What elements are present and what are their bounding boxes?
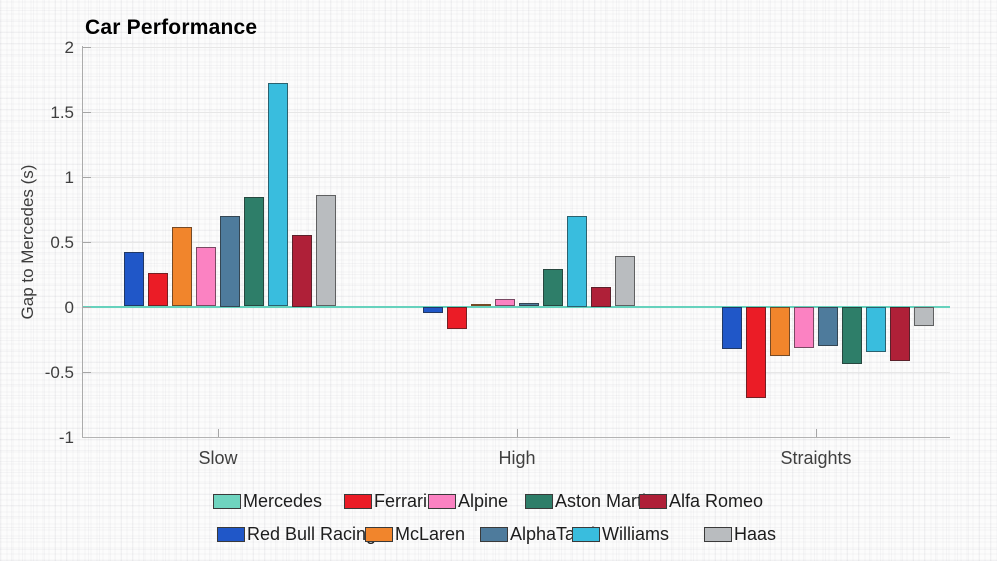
legend-swatch-icon <box>572 527 600 542</box>
bar-alphatauri[interactable] <box>818 306 838 346</box>
y-axis-tick <box>82 306 91 308</box>
bar-williams[interactable] <box>567 215 587 307</box>
bar-alfa-romeo[interactable] <box>890 306 910 362</box>
legend-item-ferrari[interactable]: Ferrari <box>344 491 427 512</box>
legend-label: Mercedes <box>243 491 323 511</box>
x-axis-line <box>82 437 950 438</box>
y-axis-line <box>82 46 83 437</box>
bar-red-bull-racing[interactable] <box>423 306 443 313</box>
bar-williams[interactable] <box>866 306 886 352</box>
bar-alpine[interactable] <box>794 306 814 349</box>
y-axis-tick <box>82 241 91 243</box>
bar-haas[interactable] <box>615 255 635 307</box>
y-axis-tick <box>82 46 91 48</box>
legend-item-alpine[interactable]: Alpine <box>428 491 508 512</box>
x-axis-tick <box>517 429 518 437</box>
y-axis-tick <box>82 371 91 373</box>
bar-alphatauri[interactable] <box>220 215 240 307</box>
bar-ferrari[interactable] <box>148 272 168 307</box>
bar-alpine[interactable] <box>196 246 216 307</box>
bar-aston-martin[interactable] <box>543 268 563 307</box>
y-axis-tick <box>82 111 91 113</box>
chart-title: Car Performance <box>85 16 258 39</box>
y-axis-tick <box>82 176 91 178</box>
legend-swatch-icon <box>704 527 732 542</box>
bar-aston-martin[interactable] <box>842 306 862 364</box>
x-tick-label: Slow <box>198 448 238 468</box>
y-tick-label: -1 <box>58 427 74 447</box>
bar-alpine[interactable] <box>495 298 515 307</box>
x-axis-tick <box>218 429 219 437</box>
bar-mclaren[interactable] <box>172 227 192 307</box>
x-tick-label: High <box>498 448 536 468</box>
bar-red-bull-racing[interactable] <box>722 306 742 350</box>
legend-label: Haas <box>734 524 777 544</box>
legend-label: Williams <box>602 524 669 544</box>
legend-item-aston-martin[interactable]: Aston Martin <box>525 491 656 512</box>
y-tick-label: 0.5 <box>50 232 74 252</box>
legend-label: Alpine <box>458 491 509 511</box>
y-tick-label: 1 <box>64 167 74 187</box>
y-tick-label: -0.5 <box>44 362 74 382</box>
legend-swatch-icon <box>344 494 372 509</box>
legend-label: Ferrari <box>374 491 427 511</box>
legend-swatch-icon <box>213 494 241 509</box>
bar-alfa-romeo[interactable] <box>292 235 312 307</box>
legend-item-williams[interactable]: Williams <box>572 524 669 545</box>
legend-label: Alfa Romeo <box>669 491 764 511</box>
legend-label: Red Bull Racing <box>247 524 377 544</box>
legend-item-red-bull-racing[interactable]: Red Bull Racing <box>217 524 376 545</box>
bar-mclaren[interactable] <box>471 303 491 307</box>
bar-williams[interactable] <box>268 82 288 307</box>
bar-red-bull-racing[interactable] <box>124 251 144 307</box>
x-axis-tick <box>816 429 817 437</box>
y-tick-label: 2 <box>64 37 74 57</box>
legend-swatch-icon <box>480 527 508 542</box>
bar-aston-martin[interactable] <box>244 197 264 307</box>
legend-item-alfa-romeo[interactable]: Alfa Romeo <box>639 491 763 512</box>
legend-swatch-icon <box>217 527 245 542</box>
legend-swatch-icon <box>639 494 667 509</box>
bar-alphatauri[interactable] <box>519 302 539 307</box>
gridline <box>82 371 950 373</box>
bar-ferrari[interactable] <box>746 306 766 398</box>
y-tick-label: 1.5 <box>50 102 74 122</box>
x-tick-label: Straights <box>780 448 852 468</box>
legend-swatch-icon <box>525 494 553 509</box>
zero-gridline <box>82 305 950 308</box>
legend-swatch-icon <box>428 494 456 509</box>
legend-item-haas[interactable]: Haas <box>704 524 776 545</box>
gridline <box>82 241 950 243</box>
bar-alfa-romeo[interactable] <box>591 287 611 307</box>
gridline <box>82 176 950 178</box>
y-tick-label: 0 <box>64 297 74 317</box>
legend-swatch-icon <box>365 527 393 542</box>
bar-haas[interactable] <box>316 194 336 307</box>
legend-label: Aston Martin <box>555 491 657 511</box>
bar-haas[interactable] <box>914 306 934 326</box>
legend-label: McLaren <box>395 524 466 544</box>
bar-ferrari[interactable] <box>447 306 467 329</box>
legend-item-mercedes[interactable]: Mercedes <box>213 491 322 512</box>
gridline <box>82 46 950 48</box>
bar-mclaren[interactable] <box>770 306 790 356</box>
gridline <box>82 111 950 113</box>
legend-item-mclaren[interactable]: McLaren <box>365 524 465 545</box>
